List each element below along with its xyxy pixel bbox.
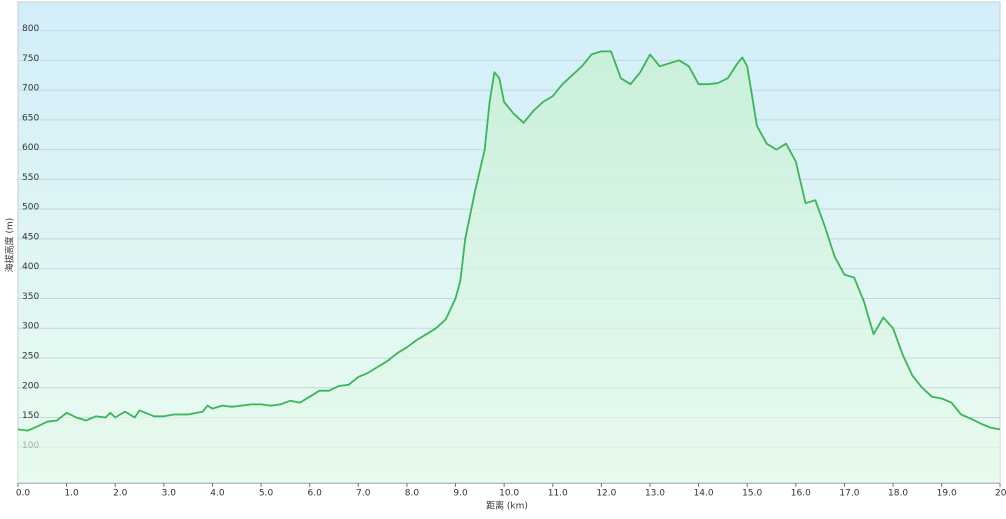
x-tick-label: 12.0: [596, 489, 616, 499]
x-tick-label: 18.0: [888, 489, 908, 499]
x-tick-label: 16.0: [791, 489, 811, 499]
x-tick-label: 11.0: [548, 489, 568, 499]
x-tick-label: 8.0: [405, 489, 420, 499]
y-tick-label: 700: [22, 84, 39, 94]
y-tick-label: 750: [22, 54, 39, 64]
x-tick-label: 3.0: [162, 489, 177, 499]
y-tick-label: 400: [22, 262, 39, 272]
y-tick-label: 550: [22, 173, 39, 183]
x-tick-label: 4.0: [210, 489, 225, 499]
x-tick-label: 2.0: [113, 489, 128, 499]
x-tick-label: 15.0: [742, 489, 762, 499]
x-tick-label: 10.0: [499, 489, 519, 499]
x-tick-label: 14.0: [694, 489, 714, 499]
y-tick-label: 350: [22, 292, 39, 302]
y-tick-label: 800: [22, 24, 39, 34]
y-axis-title: 海拔高度 (m): [4, 218, 16, 273]
y-tick-label: 650: [22, 113, 39, 123]
area: [18, 51, 1000, 484]
x-tick-label: 20.2: [995, 489, 1006, 499]
x-tick-label: 7.0: [356, 489, 371, 499]
x-tick-label: 17.0: [839, 489, 859, 499]
y-tick-label: 250: [22, 351, 39, 361]
x-tick-label: 6.0: [308, 489, 323, 499]
x-tick-label: 19.0: [937, 489, 957, 499]
elevation-line: [17, 50, 1001, 432]
y-tick-label: 500: [22, 203, 39, 213]
x-tick-label: 5.0: [259, 489, 274, 499]
y-tick-label: 300: [22, 322, 39, 332]
y-tick-label: 600: [22, 143, 39, 153]
x-axis-title: 距离 (km): [486, 500, 528, 512]
y-tick-label: 150: [22, 411, 39, 421]
x-tick-label: 1.0: [64, 489, 79, 499]
x-tick-label: 0.0: [16, 489, 31, 499]
x-tick-label: 13.0: [645, 489, 665, 499]
x-tick-label: 9.0: [453, 489, 468, 499]
y-tick-label: 450: [22, 232, 39, 242]
y-tick-label: 200: [22, 381, 39, 391]
